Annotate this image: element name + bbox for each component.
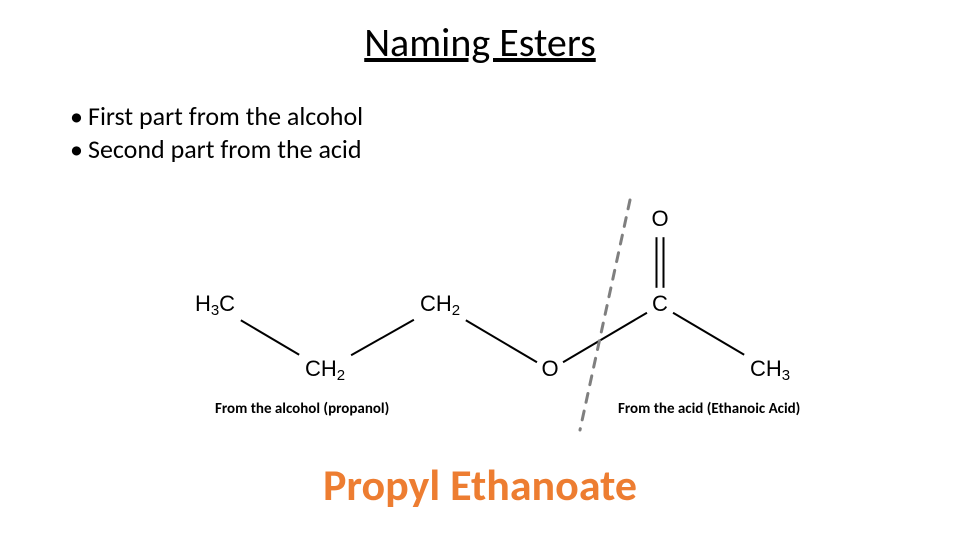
atom-label: O [651,206,668,231]
bond-line [351,320,414,355]
bullet-text: Second part from the acid [88,133,362,166]
caption-alcohol: From the alcohol (propanol) [215,400,389,418]
bullet-list: • First part from the alcohol • Second p… [70,100,363,165]
bullet-dot-icon: • [70,133,88,166]
caption-acid: From the acid (Ethanoic Acid) [618,400,800,418]
bullet-item: • First part from the alcohol [70,100,363,133]
atom-label: C [652,291,668,316]
bond-line [673,313,744,355]
bullet-dot-icon: • [70,100,88,133]
bond-line [466,320,537,362]
atom-label: CH2 [420,291,460,319]
bond-line [241,320,299,354]
atom-label: CH3 [750,356,790,384]
dashed-divider-line [580,200,630,430]
atom-label: CH2 [305,356,345,384]
bullet-item: • Second part from the acid [70,133,363,166]
atom-label: H3C [195,291,235,319]
bond-line [563,313,647,363]
slide-title: Naming Esters [0,18,960,67]
atom-label: O [541,356,558,381]
bullet-text: First part from the alcohol [88,100,363,133]
ester-name: Propyl Ethanoate [0,458,960,512]
